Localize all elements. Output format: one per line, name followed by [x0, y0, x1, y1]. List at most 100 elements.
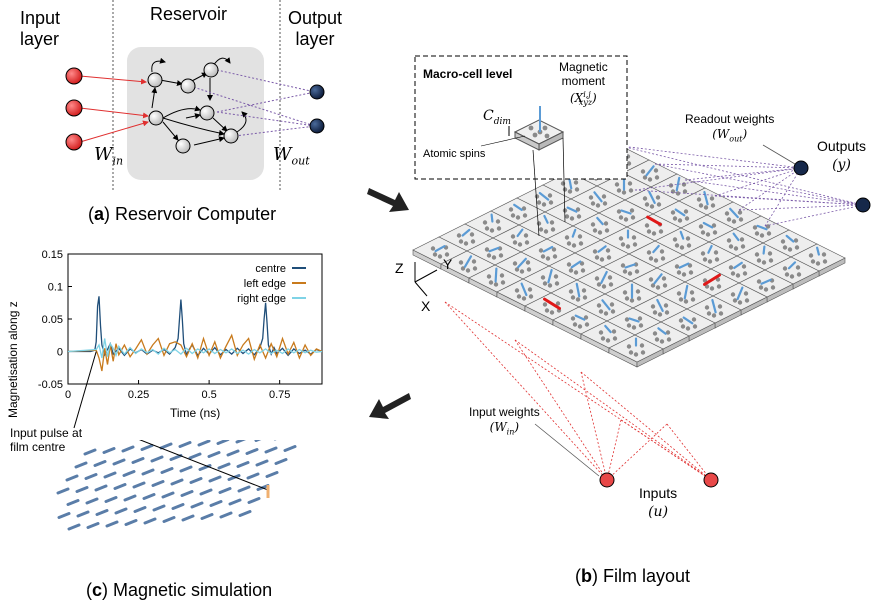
- atomic-spin: [637, 316, 643, 321]
- spin-arrow: [237, 485, 251, 493]
- magnetic-moment-arrow: [461, 228, 471, 237]
- atomic-spin: [730, 292, 736, 297]
- magnetic-moment-arrow: [657, 327, 667, 335]
- spin-arrow: [283, 445, 297, 452]
- atomic-spin: [432, 252, 438, 257]
- atomic-spin: [654, 337, 660, 342]
- magnetic-moment-arrow: [571, 228, 577, 238]
- magnetic-moment-label: Magnetic moment (Xi,jxyz): [559, 60, 608, 108]
- output-node: [309, 118, 325, 134]
- atomic-spin: [471, 259, 477, 264]
- readout-edge: [764, 167, 802, 227]
- atomic-spin: [486, 253, 492, 258]
- atomic-spin: [601, 194, 607, 199]
- atomic-spin: [624, 296, 630, 301]
- spin-field: [56, 440, 297, 531]
- atomic-spin: [626, 323, 632, 328]
- atomic-spin: [465, 268, 471, 273]
- atomic-spin: [770, 285, 776, 290]
- atomic-spin: [605, 248, 611, 253]
- atomic-spin: [574, 187, 580, 192]
- atomic-spin: [583, 315, 589, 320]
- atomic-spin: [795, 265, 801, 270]
- atomic-spin: [528, 125, 534, 131]
- atomic-spin: [664, 310, 670, 315]
- legend-label: right edge: [237, 293, 286, 305]
- magnetic-moment-arrow: [707, 244, 713, 254]
- spin-arrow: [236, 461, 250, 468]
- input-node: [65, 99, 83, 117]
- atomic-spin: [696, 197, 702, 202]
- input-edge: [580, 371, 608, 481]
- atomic-spin: [437, 254, 443, 259]
- atomic-spin: [580, 268, 586, 273]
- atomic-spin: [486, 274, 492, 279]
- y-tick-label: 0.15: [42, 249, 63, 261]
- atomic-spin: [543, 229, 549, 234]
- spin-arrow: [190, 501, 204, 509]
- atomic-spin: [670, 210, 676, 215]
- spin-arrow: [141, 468, 155, 476]
- atomic-spin: [514, 288, 520, 293]
- atomic-spin: [681, 182, 687, 187]
- atomic-spin: [744, 298, 750, 303]
- spin-arrow: [217, 462, 231, 470]
- atomic-spin: [603, 311, 609, 316]
- atomic-spin: [571, 243, 577, 248]
- atomic-spin: [698, 203, 704, 208]
- spin-arrow: [226, 449, 240, 457]
- atomic-spin: [595, 203, 601, 208]
- atomic-spin: [726, 238, 732, 243]
- spin-arrow: [208, 475, 222, 483]
- atomic-spin: [538, 248, 544, 253]
- atomic-spin: [616, 188, 622, 193]
- atomic-spin: [732, 298, 738, 303]
- spin-arrow: [114, 507, 128, 515]
- atomic-spin: [733, 246, 739, 251]
- atomic-spin: [672, 237, 678, 242]
- atomic-spin: [752, 225, 758, 230]
- atomic-spin: [482, 220, 488, 225]
- axis-y: [414, 269, 438, 283]
- atomic-spin: [562, 187, 568, 192]
- atomic-spin: [660, 256, 666, 261]
- y-tick-label: 0.05: [42, 314, 63, 326]
- output-node: [309, 84, 325, 100]
- magnetic-moment-arrow: [760, 278, 772, 285]
- w-in-label: Win: [94, 144, 124, 168]
- magnetic-moment-arrow: [543, 214, 549, 224]
- magnetic-moment-arrow: [678, 262, 690, 269]
- atomic-spin: [648, 256, 654, 261]
- magnetic-moment-arrow: [682, 316, 694, 325]
- spin-arrow: [152, 504, 166, 512]
- atomic-spin: [524, 240, 530, 245]
- spin-arrow: [105, 520, 119, 528]
- atomic-spin: [510, 234, 516, 239]
- magnetic-moment-arrow: [711, 298, 717, 314]
- atomic-spin: [756, 279, 762, 284]
- magnetic-moment-arrow: [434, 245, 446, 253]
- atomic-spin: [606, 255, 612, 260]
- spin-arrow: [67, 523, 81, 531]
- spin-arrow: [159, 442, 173, 450]
- spin-arrow: [131, 457, 145, 464]
- spin-arrow: [142, 493, 156, 500]
- atomic-spin: [710, 203, 716, 208]
- atomic-spin: [690, 297, 696, 302]
- magnetic-moment-arrow: [574, 314, 586, 321]
- spin-arrow: [103, 471, 117, 479]
- atomic-spin: [716, 284, 722, 289]
- atomic-spin: [603, 221, 609, 226]
- cell-top: [608, 334, 664, 363]
- magnetic-moment-arrow: [566, 206, 578, 213]
- atomic-spin: [650, 304, 656, 309]
- x-tick-label: 0.5: [201, 389, 216, 401]
- spin-arrow: [255, 459, 269, 467]
- atomic-spin: [717, 304, 723, 309]
- magnetic-moment-arrow: [646, 215, 662, 226]
- atomic-spin: [653, 168, 659, 173]
- atomic-spin: [577, 324, 583, 329]
- spin-arrow: [256, 484, 270, 491]
- spin-arrow: [113, 483, 127, 490]
- atomic-spin: [789, 274, 795, 279]
